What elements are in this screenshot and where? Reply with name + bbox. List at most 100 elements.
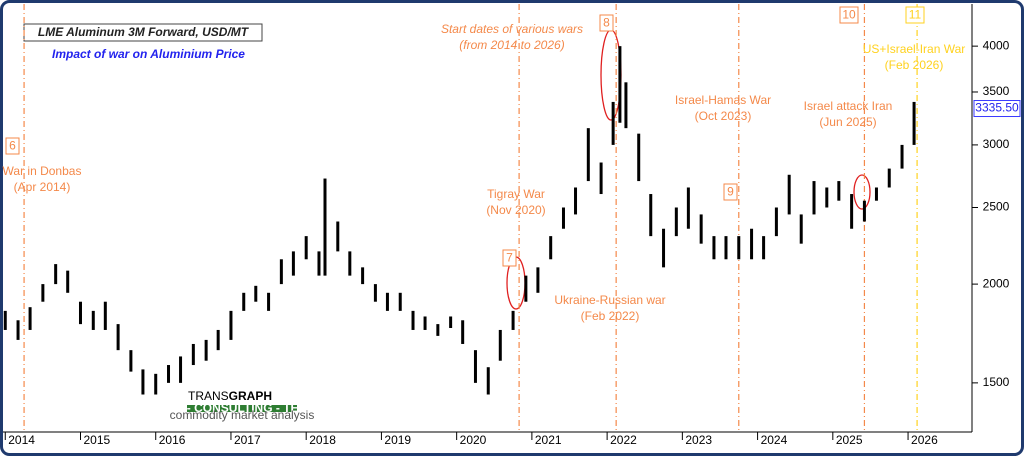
price-bar: [874, 187, 878, 201]
price-bar: [348, 251, 352, 276]
y-tick-label: 4000: [983, 38, 1010, 52]
event-label: Israel-Hamas War: [675, 93, 771, 107]
price-bar: [825, 187, 829, 208]
price-bar: [373, 284, 377, 302]
price-bar: [486, 367, 490, 395]
price-bar: [900, 144, 904, 169]
price-bar: [618, 46, 622, 123]
x-tick-label: 2016: [159, 433, 186, 447]
price-bar: [850, 194, 854, 229]
price-bar: [304, 236, 308, 260]
x-tick-label: 2021: [535, 433, 562, 447]
price-bar: [323, 178, 327, 276]
price-bar: [812, 181, 816, 215]
price-bar: [624, 82, 628, 129]
logo: TRANSGRAPH RESEARCH - CONSULTING - TECHN…: [116, 388, 368, 422]
price-bar: [254, 285, 258, 302]
event-marker: 6: [9, 139, 16, 153]
price-bar: [204, 339, 208, 361]
price-bar: [411, 310, 415, 330]
price-bar: [737, 236, 741, 260]
price-bar: [674, 207, 678, 237]
price-bar: [461, 320, 465, 344]
price-bar: [524, 275, 528, 302]
x-tick-label: 2018: [309, 433, 336, 447]
event-label: Tigray War: [487, 187, 545, 201]
event-label: (Jun 2025): [819, 115, 876, 129]
price-bar: [154, 373, 158, 395]
price-bar: [586, 128, 590, 182]
price-bar: [436, 324, 440, 336]
price-bar: [473, 350, 477, 383]
price-bar: [699, 214, 703, 244]
logo-tagline: RESEARCH - CONSULTING - TECHNOLOGY: [116, 401, 368, 415]
event-marker-box: [599, 14, 614, 32]
price-bar: [862, 200, 866, 222]
price-bar: [649, 194, 653, 237]
price-bar: [103, 301, 107, 330]
price-bar: [242, 292, 246, 311]
event-label: (Nov 2020): [486, 203, 545, 217]
price-bar: [317, 251, 321, 276]
price-bar: [449, 316, 453, 328]
logo-sub: commodity market analysis: [170, 408, 315, 422]
price-bar: [141, 369, 145, 395]
event-marker: 9: [727, 185, 734, 199]
logo-band: [187, 405, 297, 412]
x-tick-label: 2020: [460, 433, 487, 447]
annotation: Start dates of various wars: [441, 22, 583, 36]
price-bar: [216, 329, 220, 351]
price-bar: [78, 301, 82, 325]
price-bar: [750, 228, 754, 260]
event-label: Israel attack Iran: [804, 99, 893, 113]
price-bar: [611, 101, 615, 145]
annotation: (from 2014 to 2026): [459, 38, 564, 52]
highlight-ellipse: [853, 174, 871, 210]
price-bar: [599, 162, 603, 195]
price-bar: [561, 207, 565, 229]
event-marker-box: [723, 183, 738, 201]
logo-bg: [186, 388, 298, 420]
price-bar: [291, 251, 295, 276]
event-marker-box: [502, 249, 517, 267]
event-marker-box: [5, 137, 20, 155]
x-tick-label: 2014: [8, 433, 35, 447]
x-tick-label: 2026: [911, 433, 938, 447]
logo-bold: GRAPH: [229, 389, 272, 403]
price-bar: [28, 307, 32, 330]
event-label: War in Donbas: [3, 164, 82, 178]
event-marker: 7: [506, 251, 513, 265]
price-bar: [762, 236, 766, 260]
price-bar: [398, 292, 402, 311]
last-price-box: [973, 100, 1021, 118]
price-bar: [712, 236, 716, 260]
y-tick-label: 1500: [983, 375, 1010, 389]
x-tick-label: 2022: [610, 433, 637, 447]
price-bar: [229, 310, 233, 340]
price-bar: [361, 267, 365, 285]
price-bar: [637, 133, 641, 182]
x-tick-label: 2024: [761, 433, 788, 447]
last-price-label: 3335.50: [975, 101, 1019, 115]
y-tick-label: 2000: [983, 276, 1010, 290]
price-bar: [385, 292, 389, 311]
price-bar: [191, 343, 195, 366]
price-bar: [91, 310, 95, 330]
price-bar: [724, 236, 728, 260]
subtitle: Impact of war on Aluminium Price: [52, 47, 245, 61]
event-label: US+Israel-Iran War: [863, 42, 966, 56]
x-tick-label: 2017: [234, 433, 261, 447]
price-bar: [423, 316, 427, 330]
price-bar: [549, 236, 553, 260]
price-bar: [787, 174, 791, 215]
event-label: Ukraine-Russian war: [554, 293, 665, 307]
price-bar: [686, 187, 690, 229]
price-bar: [179, 356, 183, 383]
event-marker-box: [905, 6, 925, 24]
price-bar: [116, 324, 120, 351]
price-bar: [41, 284, 45, 302]
price-bar: [912, 101, 916, 145]
